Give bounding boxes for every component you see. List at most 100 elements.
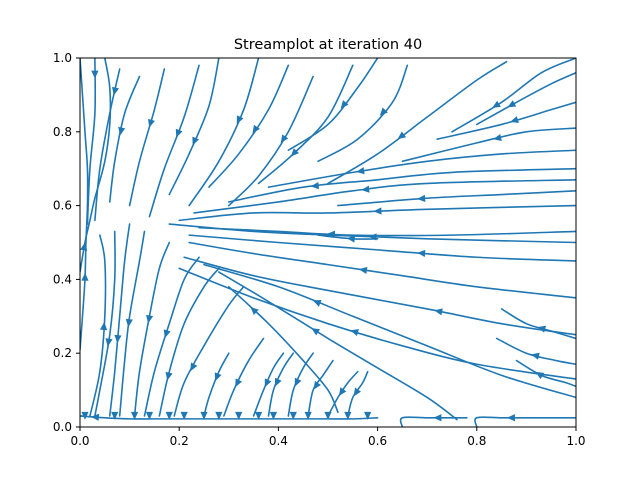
streamline <box>173 285 245 417</box>
streamline <box>188 234 576 262</box>
streamline-arrow <box>250 306 259 315</box>
bottom-row-arrow <box>215 411 223 420</box>
bottom-row-arrow <box>344 411 352 420</box>
streamline <box>436 101 576 140</box>
streamline-arrow <box>417 194 426 202</box>
streamline-arrow <box>356 167 365 175</box>
y-tick-label: 0.0 <box>53 420 72 434</box>
streamline-arrow <box>346 235 356 243</box>
streamlines-layer <box>80 58 576 427</box>
streamline <box>198 226 576 237</box>
streamline-arrow <box>99 321 108 331</box>
streamline <box>168 58 220 196</box>
streamline <box>203 263 576 399</box>
bottom-row-arrow <box>200 411 208 420</box>
x-tick-label: 0.8 <box>467 434 486 448</box>
streamline-arrow <box>236 115 244 125</box>
bottom-row-arrow <box>111 411 119 420</box>
streamline-arrow <box>105 338 113 347</box>
streamline <box>267 149 576 188</box>
streamline-arrow <box>506 414 515 422</box>
streamline <box>193 178 576 214</box>
streamline <box>228 167 576 203</box>
x-tick-label: 0.6 <box>368 434 387 448</box>
streamline-arrow <box>214 372 222 382</box>
streamline-arrow <box>310 182 319 190</box>
streamline <box>223 337 265 417</box>
streamline-arrow <box>81 272 89 281</box>
bottom-row-arrow <box>81 411 89 420</box>
streamline-arrow <box>312 300 322 307</box>
streamline-arrow <box>311 328 321 336</box>
streamline <box>495 337 576 366</box>
bottom-row-arrow <box>269 411 278 420</box>
bottom-row-arrow <box>145 411 154 420</box>
streamline-arrow <box>535 371 545 380</box>
plot-frame <box>79 57 577 428</box>
streamline <box>203 352 230 417</box>
streamline-arrow <box>90 413 100 421</box>
streamline-arrow <box>361 185 370 193</box>
streamline <box>208 64 290 188</box>
streamline <box>307 359 334 417</box>
streamline-arrow <box>235 378 243 388</box>
streamline-arrow <box>373 207 382 215</box>
streamline-arrow <box>417 249 426 258</box>
streamline-arrow <box>264 378 272 388</box>
streamline <box>399 416 468 427</box>
streamline-arrow <box>358 266 368 274</box>
streamline-arrow <box>510 116 519 124</box>
bottom-row-arrow <box>235 411 243 420</box>
streamline-arrow <box>368 233 377 241</box>
streamline-arrow <box>434 308 443 316</box>
y-tick-label: 0.2 <box>53 346 72 360</box>
streamline-arrow <box>537 325 547 333</box>
streamline <box>143 256 200 417</box>
streamline-arrow <box>313 380 321 390</box>
streamline-arrow <box>492 100 501 108</box>
y-axis: 0.0 0.2 0.4 0.6 0.8 1.0 <box>53 51 80 434</box>
streamline-arrow <box>350 329 359 337</box>
streamline <box>188 241 576 299</box>
y-tick-label: 0.4 <box>53 272 72 286</box>
streamline-arrow <box>493 133 502 141</box>
y-tick-label: 1.0 <box>53 51 72 65</box>
streamline-arrow <box>146 314 154 324</box>
streamline-arrow <box>125 318 133 328</box>
streamline <box>183 256 576 336</box>
bottom-row-arrow <box>364 411 372 420</box>
streamline-arrow <box>340 100 349 109</box>
streamline <box>148 64 200 218</box>
streamline <box>178 267 576 380</box>
streamline <box>267 352 295 417</box>
streamline-arrow <box>531 352 540 360</box>
streamline-arrow <box>379 107 388 116</box>
streamline <box>287 352 314 417</box>
y-tick-label: 0.6 <box>53 199 72 213</box>
streamline-arrow <box>192 136 200 146</box>
x-tick-label: 1.0 <box>566 434 585 448</box>
streamline <box>118 230 146 417</box>
bottom-row-arrow <box>304 411 312 420</box>
streamline-arrow <box>118 126 126 136</box>
streamline <box>86 58 97 225</box>
streamline <box>158 267 220 417</box>
x-tick-label: 0.2 <box>170 434 189 448</box>
streamline <box>218 271 458 421</box>
streamline-arrow <box>91 70 99 79</box>
streamline <box>128 68 166 207</box>
y-tick-label: 0.8 <box>53 125 72 139</box>
streamline <box>188 58 260 207</box>
streamline-arrow <box>397 131 407 140</box>
streamline <box>327 60 508 185</box>
bottom-row-arrow <box>289 411 297 420</box>
streamline-arrow <box>326 230 336 238</box>
bottom-row-arrow <box>165 411 173 420</box>
streamline <box>108 75 141 203</box>
streamline <box>317 64 409 163</box>
bottom-row-arrow <box>254 411 263 420</box>
streamline-arrow <box>112 86 120 96</box>
streamline <box>94 230 116 417</box>
streamline-arrow <box>190 362 198 372</box>
bottom-row-arrow <box>180 411 188 420</box>
